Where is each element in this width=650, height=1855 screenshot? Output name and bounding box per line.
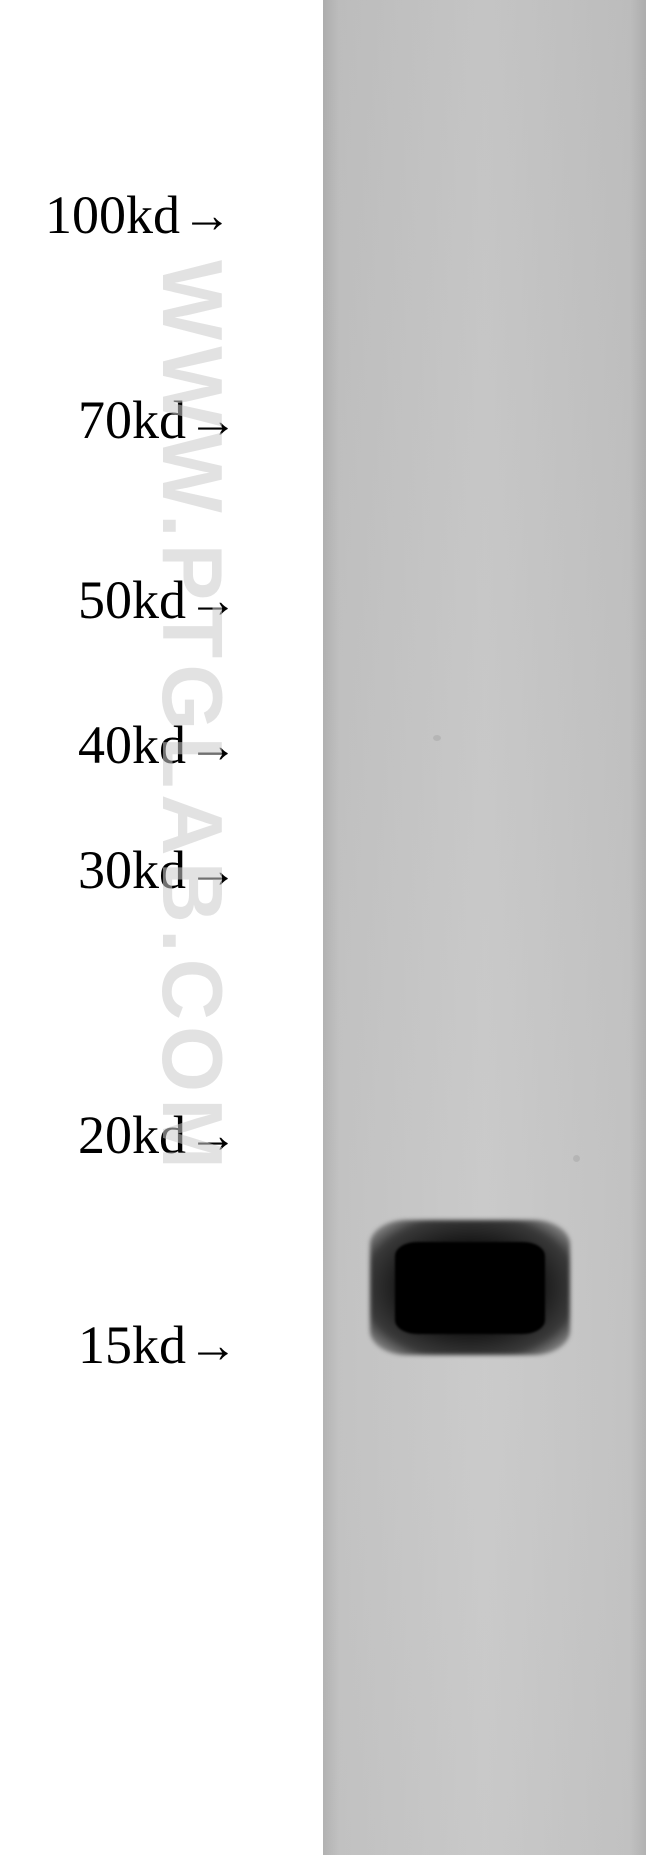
mw-marker-30kd: 30kd→ [78,840,238,900]
arrow-icon: → [188,716,238,774]
mw-marker-15kd: 15kd→ [78,1315,238,1375]
arrow-icon: → [188,571,238,629]
mw-marker-label: 40kd [78,714,186,776]
mw-marker-label: 30kd [78,839,186,901]
mw-marker-40kd: 40kd→ [78,715,238,775]
lane-speck [433,735,441,741]
mw-marker-label: 15kd [78,1314,186,1376]
mw-marker-70kd: 70kd→ [78,390,238,450]
arrow-icon: → [188,391,238,449]
arrow-icon: → [188,841,238,899]
mw-marker-label: 50kd [78,569,186,631]
lane-speck [573,1155,580,1162]
protein-band-core [395,1242,545,1334]
blot-lane [323,0,646,1855]
arrow-icon: → [188,1106,238,1164]
lane-texture [323,0,646,1855]
mw-marker-label: 70kd [78,389,186,451]
mw-marker-20kd: 20kd→ [78,1105,238,1165]
arrow-icon: → [188,1316,238,1374]
western-blot-figure: WWW.PTGLAB.COM 100kd→70kd→50kd→40kd→30kd… [0,0,650,1855]
mw-marker-label: 20kd [78,1104,186,1166]
mw-marker-label: 100kd [45,184,180,246]
mw-marker-100kd: 100kd→ [45,185,232,245]
arrow-icon: → [182,186,232,244]
mw-marker-50kd: 50kd→ [78,570,238,630]
